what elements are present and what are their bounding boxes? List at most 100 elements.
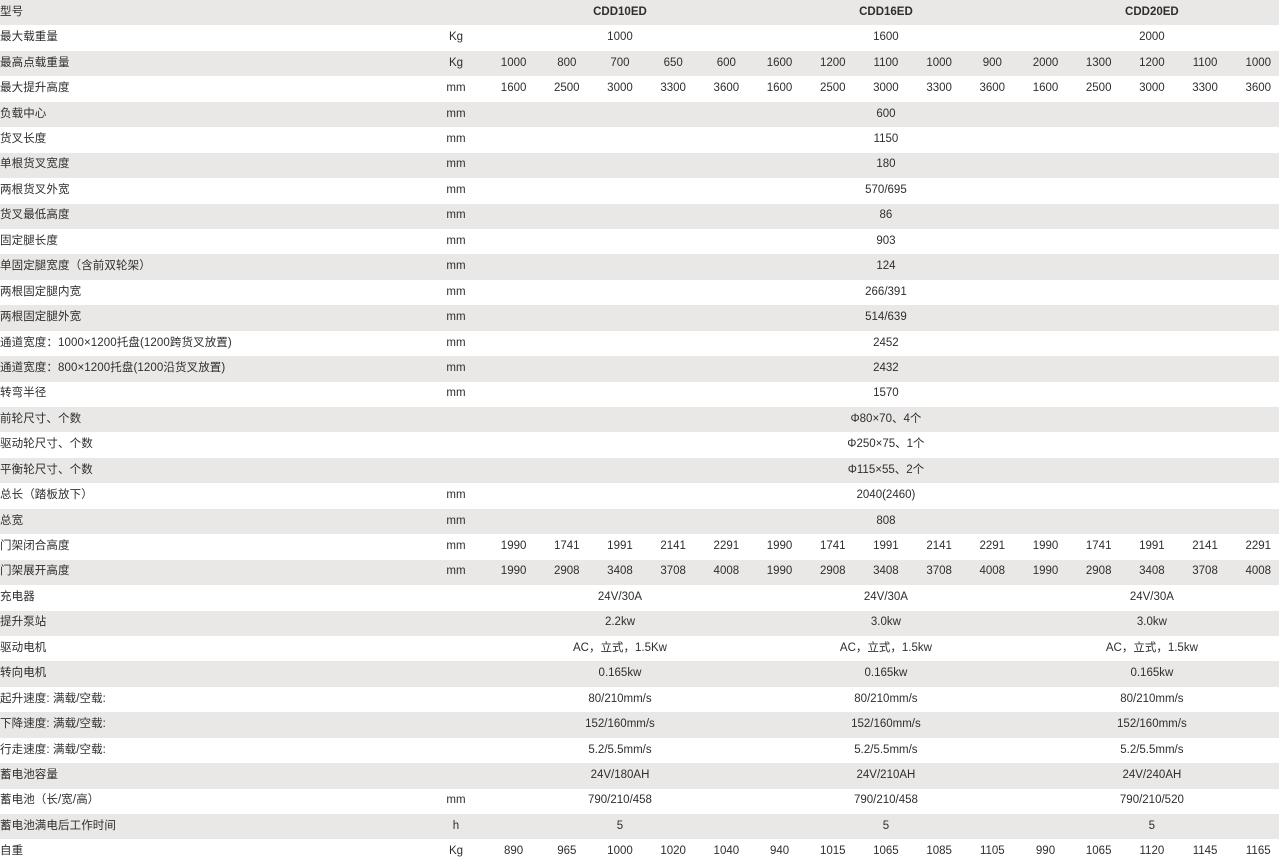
data-cell: 124 — [487, 254, 1279, 280]
row-label: 提升泵站 — [0, 610, 425, 636]
data-cell: 2040(2460) — [487, 483, 1279, 509]
row-unit — [425, 610, 487, 636]
data-cell: AC，立式，1.5kw — [752, 635, 1019, 662]
row-label: 驱动轮尺寸、个数 — [0, 432, 425, 458]
data-cell: 1990 — [487, 559, 541, 586]
data-cell: 5.2/5.5mm/s — [487, 737, 753, 764]
data-cell: AC，立式，1.5kw — [1018, 635, 1279, 662]
data-cell: 1741 — [1072, 534, 1126, 560]
data-cell: 940 — [752, 839, 807, 865]
row-unit — [425, 432, 487, 458]
data-cell: 1200 — [806, 50, 860, 77]
row-unit: mm — [425, 305, 487, 331]
data-cell: 1990 — [752, 559, 807, 586]
data-cell: 5 — [752, 814, 1019, 840]
row-label: 两根固定腿外宽 — [0, 305, 425, 331]
row-label: 平衡轮尺寸、个数 — [0, 457, 425, 484]
data-cell: 3300 — [912, 76, 966, 102]
table-row: 驱动轮尺寸、个数 Φ250×75、1个 — [0, 432, 1279, 458]
data-cell: 570/695 — [487, 178, 1279, 204]
row-unit: mm — [425, 101, 487, 128]
data-cell: 2500 — [1072, 76, 1126, 102]
model-header: CDD16ED — [752, 0, 1019, 26]
table-row: 最大提升高度 mm 1600 2500 3000 3300 3600 1600 2500 3000… — [0, 76, 1279, 102]
row-unit: mm — [425, 330, 487, 357]
row-unit: Kg — [425, 839, 487, 865]
row-unit: mm — [425, 228, 487, 255]
row-unit: mm — [425, 178, 487, 204]
row-label: 型号 — [0, 0, 425, 26]
table-row: 转向电机 0.165kw 0.165kw 0.165kw — [0, 661, 1279, 687]
row-unit: mm — [425, 483, 487, 509]
data-cell: 3600 — [699, 76, 753, 102]
table-row: 通道宽度：1000×1200托盘(1200跨货叉放置) mm 2452 — [0, 330, 1279, 357]
data-cell: 800 — [540, 50, 594, 77]
table-row: 负载中心 mm 600 — [0, 101, 1279, 128]
row-label: 行走速度: 满载/空载: — [0, 737, 425, 764]
data-cell: 152/160mm/s — [487, 712, 753, 738]
row-unit — [425, 457, 487, 484]
row-label: 蓄电池（长/宽/高） — [0, 788, 425, 814]
data-cell: 2000 — [1018, 50, 1073, 77]
table-row: 货叉最低高度 mm 86 — [0, 203, 1279, 229]
table-row: 前轮尺寸、个数 Φ80×70、4个 — [0, 407, 1279, 433]
data-cell: 1150 — [487, 127, 1279, 153]
data-cell: 1165 — [1231, 839, 1279, 865]
table-row: 门架展开高度 mm 1990 2908 3408 3708 4008 1990 2908 3408… — [0, 559, 1279, 586]
data-cell: 3.0kw — [1018, 610, 1279, 636]
data-cell: 24V/240AH — [1018, 763, 1279, 789]
data-cell: 1000 — [912, 50, 966, 77]
data-cell: 3000 — [593, 76, 647, 102]
data-cell: 965 — [540, 839, 594, 865]
table-row: 最高点载重量 Kg 1000 800 700 650 600 1600 1200 1100 1000… — [0, 50, 1279, 77]
table-row: 门架闭合高度 mm 1990 1741 1991 2141 2291 1990 1741 1991… — [0, 534, 1279, 560]
row-label: 货叉长度 — [0, 127, 425, 153]
data-cell: 1991 — [1125, 534, 1179, 560]
data-cell: Φ115×55、2个 — [487, 457, 1279, 484]
data-cell: 2908 — [540, 559, 594, 586]
row-label: 负载中心 — [0, 101, 425, 128]
data-cell: 1600 — [752, 50, 807, 77]
data-cell: 2141 — [646, 534, 700, 560]
row-label: 起升速度: 满载/空载: — [0, 686, 425, 713]
table-row: 行走速度: 满载/空载: 5.2/5.5mm/s 5.2/5.5mm/s 5.2/5.… — [0, 737, 1279, 764]
data-cell: 2432 — [487, 356, 1279, 382]
data-cell: 650 — [646, 50, 700, 77]
row-label: 最高点载重量 — [0, 50, 425, 77]
data-cell: 24V/30A — [1018, 585, 1279, 611]
data-cell: 1570 — [487, 381, 1279, 407]
data-cell: 3300 — [1178, 76, 1232, 102]
data-cell: 3708 — [646, 559, 700, 586]
data-cell: 152/160mm/s — [1018, 712, 1279, 738]
data-cell: 3600 — [965, 76, 1019, 102]
table-row: 最大载重量 Kg 1000 1600 2000 — [0, 25, 1279, 51]
row-label: 通道宽度：1000×1200托盘(1200跨货叉放置) — [0, 330, 425, 357]
data-cell: 1085 — [912, 839, 966, 865]
row-label: 门架展开高度 — [0, 559, 425, 586]
data-cell: 700 — [593, 50, 647, 77]
table-row: 起升速度: 满载/空载: 80/210mm/s 80/210mm/s 80/210mm… — [0, 686, 1279, 713]
data-cell: 3000 — [1125, 76, 1179, 102]
data-cell: 3408 — [593, 559, 647, 586]
row-label: 货叉最低高度 — [0, 203, 425, 229]
data-cell: 600 — [699, 50, 753, 77]
data-cell: 600 — [487, 101, 1279, 128]
data-cell: 4008 — [699, 559, 753, 586]
data-cell: Φ80×70、4个 — [487, 407, 1279, 433]
table-row: 蓄电池容量 24V/180AH 24V/210AH 24V/240AH — [0, 763, 1279, 789]
row-label: 转向电机 — [0, 661, 425, 687]
data-cell: 1100 — [1178, 50, 1232, 77]
row-unit — [425, 763, 487, 789]
data-cell: Φ250×75、1个 — [487, 432, 1279, 458]
data-cell: 80/210mm/s — [1018, 686, 1279, 713]
row-unit — [425, 635, 487, 662]
row-label: 最大提升高度 — [0, 76, 425, 102]
data-cell: 2141 — [1178, 534, 1232, 560]
data-cell: 2.2kw — [487, 610, 753, 636]
data-cell: 1200 — [1125, 50, 1179, 77]
data-cell: 5 — [487, 814, 753, 840]
data-cell: 4008 — [1231, 559, 1279, 586]
data-cell: 1000 — [487, 25, 753, 51]
data-cell: 1100 — [859, 50, 913, 77]
